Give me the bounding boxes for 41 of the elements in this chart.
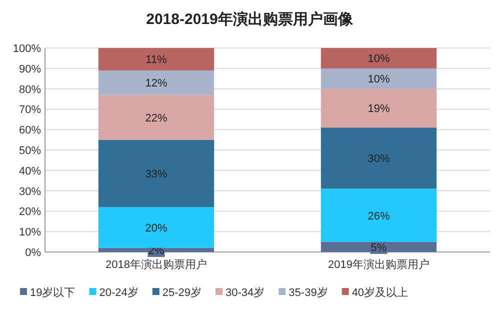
legend-label: 19岁以下 [30,286,76,299]
bar [320,128,437,189]
y-tick-label: 40% [18,165,42,178]
bar [98,70,214,95]
y-tick-label: 10% [18,226,42,239]
y-tick-label: 30% [18,186,42,198]
chart-title: 2018-2019年演出购票用户画像 [146,10,354,28]
y-tick-label: 80% [18,84,42,96]
y-tick-label: 0% [25,247,42,259]
data-label: 11% [146,54,168,66]
bar [98,140,214,208]
data-label: 30% [368,153,390,166]
y-tick-label: 50% [18,145,42,157]
y-tick-label: 70% [18,104,42,116]
data-label: 33% [145,168,168,180]
x-tick-label: 2019年演出购票用户 [328,258,430,271]
y-tick-label: 20% [18,206,42,218]
data-label: 20% [145,222,168,235]
bar [320,188,437,242]
y-tick-label: 100% [12,43,42,55]
bar [320,68,437,89]
x-tick-label: 2018年演出购票用户 [106,258,207,271]
bar [320,48,437,68]
y-tick-label: 60% [18,124,42,137]
data-label: 10% [368,53,390,66]
legend-label: 20-24岁 [99,287,138,299]
data-label: 19% [368,103,390,116]
data-label: 10% [368,74,390,86]
bar [98,94,214,140]
bar [98,207,214,248]
legend-label: 35-39岁 [288,287,328,299]
data-label: 26% [368,210,390,222]
data-label: 12% [145,78,168,90]
legend-label: 30-34岁 [226,287,265,299]
bar [320,88,437,128]
data-label: 5% [370,242,387,254]
bar [98,48,214,70]
y-tick-label: 90% [18,63,42,76]
legend-label: 40岁及以上 [352,286,408,299]
legend-label: 25-29岁 [162,287,202,299]
data-label: 22% [145,112,168,124]
